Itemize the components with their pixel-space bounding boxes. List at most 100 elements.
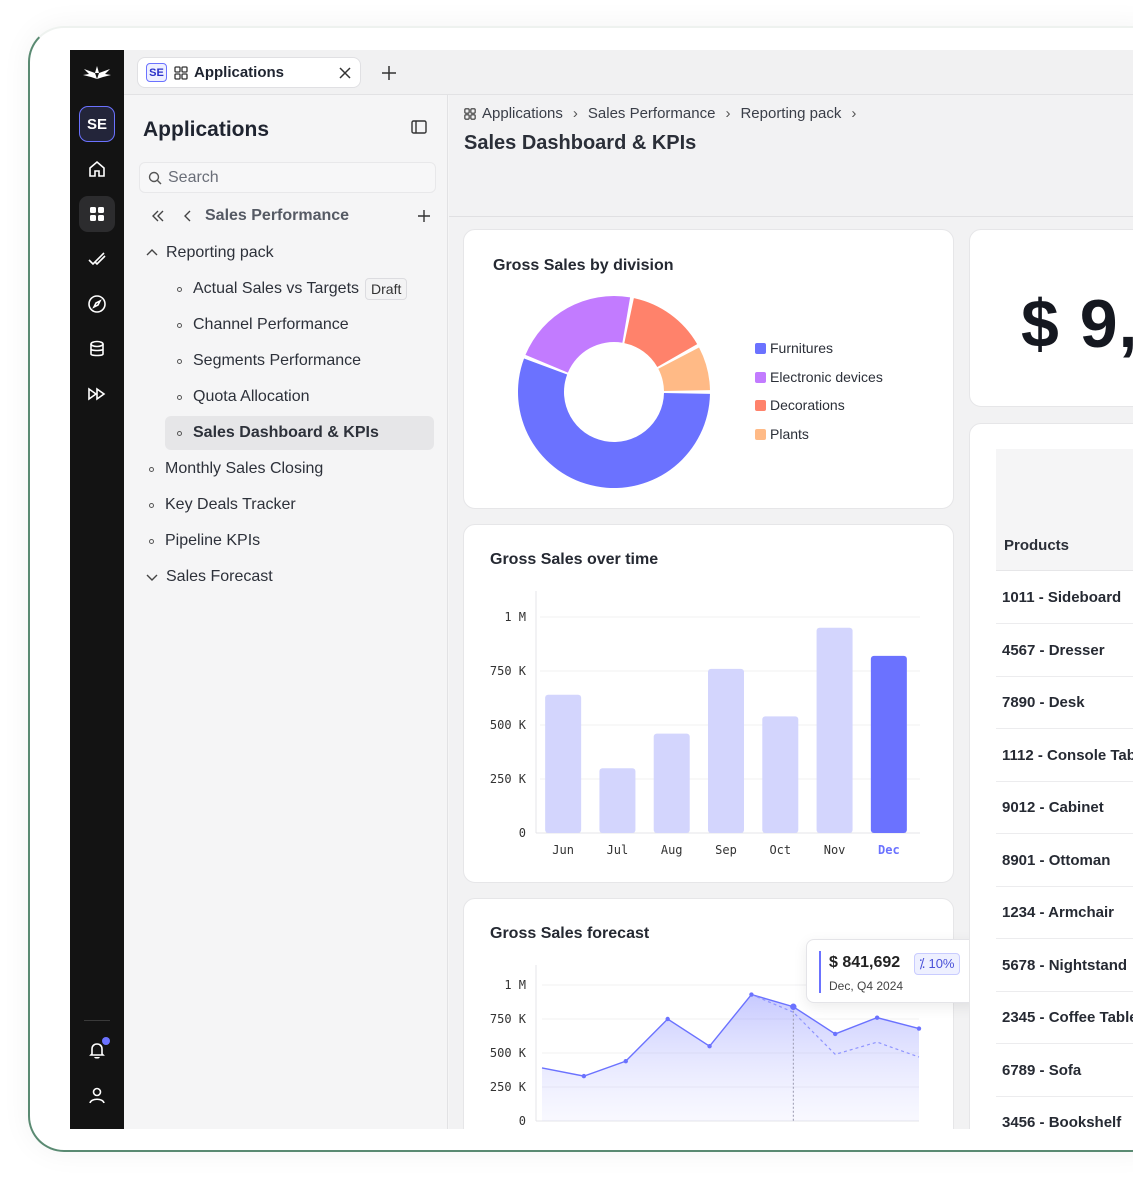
back-chevron-icon[interactable] [183,209,193,223]
bullet-icon [177,286,182,292]
table-header: Products [996,449,1133,571]
x-tick-label: Dec [878,843,900,857]
data-point [665,1016,670,1022]
legend-swatch [755,371,766,383]
tooltip-change-badge: ⁒ 10% [914,953,960,975]
icon-rail: SE [70,50,124,1129]
chart-title: Gross Sales over time [490,551,659,568]
sidebar-title: Applications [143,118,270,141]
table-row[interactable]: 5678 - Nightstand [996,940,1133,992]
nav-header: Sales Performance [151,203,431,229]
bar-jul [599,768,636,833]
tree-item-key-deals-tracker[interactable]: Key Deals Tracker [146,488,436,522]
fast-forward-icon[interactable] [79,376,115,412]
breadcrumb-item[interactable]: Sales Performance [587,105,716,122]
y-tick-label: 0 [519,1114,526,1128]
bar-oct [762,716,799,833]
donut-slice-plants [658,347,710,392]
table-row[interactable]: 3456 - Bookshelf [996,1097,1133,1129]
table-row[interactable]: 1234 - Armchair [996,887,1133,939]
tree-item-monthly-sales-closing[interactable]: Monthly Sales Closing [146,452,436,486]
gross-sales-by-division-card: Gross Sales by division Furnitures Elect… [463,229,954,509]
percent-icon: ⁒ [919,956,929,971]
chart-title: Gross Sales forecast [490,925,650,942]
tree-item-channel-performance[interactable]: Channel Performance [165,308,435,342]
database-icon[interactable] [79,331,115,367]
x-tick-label: Jul [607,843,629,857]
home-icon[interactable] [79,151,115,187]
sidebar-toggle-icon[interactable] [411,120,427,134]
workspace-avatar[interactable]: SE [79,106,115,142]
table-row[interactable]: 7890 - Desk [996,677,1133,729]
breadcrumb-item[interactable]: Reporting pack [740,105,842,122]
table-row[interactable]: 8901 - Ottoman [996,835,1133,887]
x-tick-label: Nov [824,843,846,857]
search-input[interactable]: Search [139,162,436,193]
y-tick-label: 750 K [490,1012,527,1026]
tree-item-reporting-pack[interactable]: Reporting pack [146,236,436,270]
bullet-icon [177,322,182,328]
y-tick-label: 750 K [490,664,527,678]
header-divider [449,216,1133,217]
close-tab-icon[interactable] [338,66,352,80]
gross-sales-forecast-card: Gross Sales forecast 0 250 K 500 K 750 K 1 M… [463,898,980,1129]
bar-aug [653,733,690,833]
legend-swatch [755,428,766,440]
table-row[interactable]: 9012 - Cabinet [996,782,1133,834]
brand-logo-icon [83,66,111,79]
tree-item-quota-allocation[interactable]: Quota Allocation [165,380,435,414]
y-tick-label: 1 M [504,610,526,624]
legend-swatch [755,342,766,354]
chevron-right-icon: › [572,105,578,122]
donut-slice-furnitures [518,358,710,488]
active-point [790,1003,797,1010]
bullet-icon [177,394,182,400]
chevron-right-icon: › [725,105,731,122]
chevron-down-icon [146,574,158,581]
table-row[interactable]: 4567 - Dresser [996,625,1133,677]
new-tab-button[interactable] [378,62,400,84]
notifications-bell-icon[interactable] [79,1032,115,1068]
add-page-icon[interactable] [417,209,431,223]
collapse-all-icon[interactable] [151,209,165,223]
bullet-icon [177,358,182,364]
bullet-icon [177,430,182,436]
tree-item-sales-forecast[interactable]: Sales Forecast [146,560,436,594]
y-tick-label: 0 [519,826,526,840]
breadcrumb-item[interactable]: Applications [482,105,563,122]
compass-icon[interactable] [79,286,115,322]
tab-bar: SE Applications [124,50,1133,95]
apps-grid-icon[interactable] [79,196,115,232]
tree-item-sales-dashboard-kpis[interactable]: Sales Dashboard & KPIs [165,416,434,450]
search-placeholder: Search [168,168,219,186]
search-icon [148,171,162,184]
legend-item: Electronic devices [755,369,883,385]
y-tick-label: 1 M [504,978,526,992]
tab-label: Applications [194,64,285,81]
area-fill [542,994,919,1121]
legend-swatch [755,399,766,411]
tab-applications[interactable]: SE Applications [137,57,361,88]
legend-item: Plants [755,426,809,442]
sidebar: Applications Search Sales Performance Re… [124,95,448,1129]
tree-item-pipeline-kpis[interactable]: Pipeline KPIs [146,524,436,558]
app-window: SE SE Applications [70,50,1133,1129]
table-row[interactable]: 6789 - Sofa [996,1045,1133,1097]
plus-icon [382,66,396,80]
bullet-icon [149,502,154,508]
tree-item-segments-performance[interactable]: Segments Performance [165,344,435,378]
user-profile-icon[interactable] [79,1077,115,1113]
chevron-right-icon: › [851,105,857,122]
donut-slice-decorations [624,298,698,368]
table-row[interactable]: 1112 - Console Table [996,730,1133,782]
bullet-icon [149,466,154,472]
data-point [916,1026,922,1031]
data-point [833,1031,838,1037]
tree-item-actual-sales-vs-targets[interactable]: Actual Sales vs Targets Draft [165,272,435,306]
tooltip-value: $ 841,692 [829,954,901,971]
table-row[interactable]: 1011 - Sideboard [996,572,1133,624]
tooltip-date: Dec, Q4 2024 [829,979,904,993]
tasks-check-icon[interactable] [79,241,115,277]
table-row[interactable]: 2345 - Coffee Table [996,992,1133,1044]
device-frame [28,26,1133,1152]
